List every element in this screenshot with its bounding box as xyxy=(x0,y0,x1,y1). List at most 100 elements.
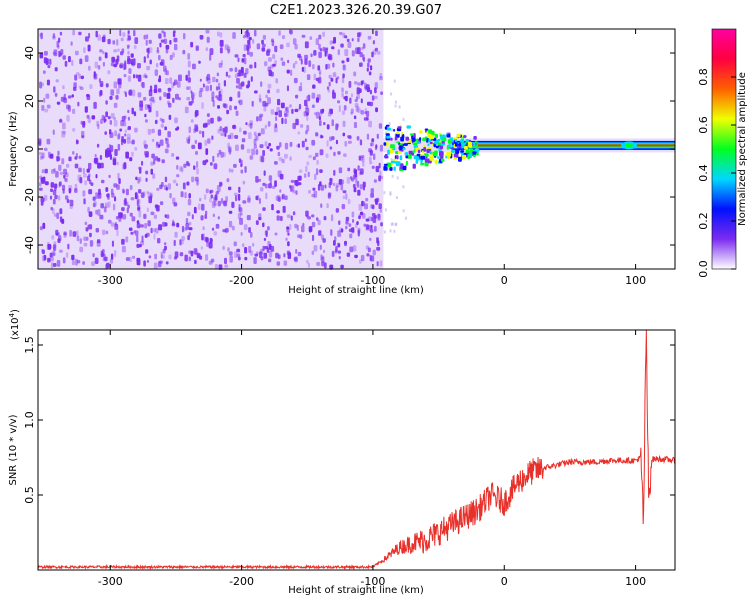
noise-cell xyxy=(50,206,53,211)
noise-cell xyxy=(368,120,372,128)
noise-cell xyxy=(367,58,371,63)
noise-cell xyxy=(264,141,268,147)
snr-frame xyxy=(37,329,676,571)
noise-cell xyxy=(233,241,237,247)
noise-cell xyxy=(55,171,59,178)
noise-cell xyxy=(194,111,198,118)
noise-cell xyxy=(209,48,214,55)
noise-cell xyxy=(128,68,132,74)
noise-cell xyxy=(369,228,374,233)
noise-cell xyxy=(196,251,200,258)
noise-cell xyxy=(96,120,100,127)
noise-cell xyxy=(362,181,366,188)
noise-cell xyxy=(191,92,194,99)
noise-cell xyxy=(39,182,42,187)
noise-cell xyxy=(315,111,320,119)
noise-cell xyxy=(306,124,310,132)
noise-cell xyxy=(198,90,203,98)
noise-cell xyxy=(186,97,191,101)
noise-cell xyxy=(76,230,79,236)
snr-x-tick-label: 100 xyxy=(625,575,646,588)
noise-cell xyxy=(78,85,82,89)
noise-cell xyxy=(63,232,67,236)
noise-cell xyxy=(347,135,352,139)
noise-cell xyxy=(255,149,259,155)
noise-cell xyxy=(267,121,271,127)
noise-cell xyxy=(130,197,135,201)
noise-cell xyxy=(325,47,329,51)
noise-cell xyxy=(178,97,181,101)
noise-cell xyxy=(126,133,131,139)
noise-cell xyxy=(98,91,102,97)
signal-blob xyxy=(447,139,452,144)
noise-cell xyxy=(349,246,354,253)
noise-cell xyxy=(163,31,166,38)
noise-cell xyxy=(391,174,394,178)
signal-blob xyxy=(429,141,433,145)
noise-cell xyxy=(335,139,338,145)
signal-blob xyxy=(442,137,447,142)
snr-scale-close: ) xyxy=(10,309,21,313)
noise-cell xyxy=(264,230,268,236)
noise-cell xyxy=(136,259,141,266)
noise-cell xyxy=(262,222,265,228)
signal-blob xyxy=(446,151,452,157)
noise-cell xyxy=(379,170,382,177)
noise-cell xyxy=(88,173,91,178)
noise-cell xyxy=(274,180,277,187)
noise-cell xyxy=(117,132,121,139)
noise-cell xyxy=(87,206,90,213)
noise-cell xyxy=(137,178,140,184)
noise-cell xyxy=(267,97,271,105)
signal-blob xyxy=(446,145,449,150)
noise-cell xyxy=(316,168,319,176)
noise-cell xyxy=(253,131,257,136)
noise-cell xyxy=(313,245,318,252)
noise-cell xyxy=(349,97,352,104)
noise-cell xyxy=(224,126,228,133)
noise-cell xyxy=(190,90,193,94)
noise-cell xyxy=(172,97,175,103)
noise-cell xyxy=(289,223,292,230)
noise-cell xyxy=(111,240,114,247)
noise-cell xyxy=(376,51,381,55)
noise-cell xyxy=(84,221,88,226)
noise-cell xyxy=(54,194,58,200)
noise-cell xyxy=(346,57,350,62)
noise-cell xyxy=(246,148,251,154)
noise-cell xyxy=(59,216,63,223)
noise-cell xyxy=(353,122,357,129)
noise-cell xyxy=(349,233,353,239)
noise-cell xyxy=(53,213,57,217)
noise-cell xyxy=(103,253,106,261)
noise-cell xyxy=(343,153,347,157)
noise-cell xyxy=(220,198,224,204)
noise-cell xyxy=(219,181,223,187)
signal-blob xyxy=(446,134,451,138)
noise-cell xyxy=(273,126,278,133)
noise-cell xyxy=(65,195,69,200)
noise-cell xyxy=(72,151,75,155)
noise-cell xyxy=(267,66,271,72)
noise-cell xyxy=(241,70,244,76)
noise-cell xyxy=(330,229,333,236)
noise-cell xyxy=(105,100,108,105)
noise-cell xyxy=(81,131,85,138)
noise-cell xyxy=(165,44,170,50)
signal-blob xyxy=(460,150,465,153)
noise-cell xyxy=(350,227,355,233)
noise-cell xyxy=(371,213,376,217)
noise-cell xyxy=(291,108,294,114)
noise-cell xyxy=(147,191,151,199)
noise-cell xyxy=(101,179,105,184)
noise-cell xyxy=(57,150,60,156)
noise-cell xyxy=(164,222,168,227)
noise-cell xyxy=(278,30,281,36)
signal-blip-core xyxy=(625,143,634,148)
noise-cell xyxy=(344,95,348,102)
noise-cell xyxy=(39,139,42,146)
signal-blob xyxy=(396,131,400,135)
noise-cell xyxy=(306,161,310,166)
noise-cell xyxy=(154,69,158,76)
signal-blob xyxy=(454,142,458,147)
